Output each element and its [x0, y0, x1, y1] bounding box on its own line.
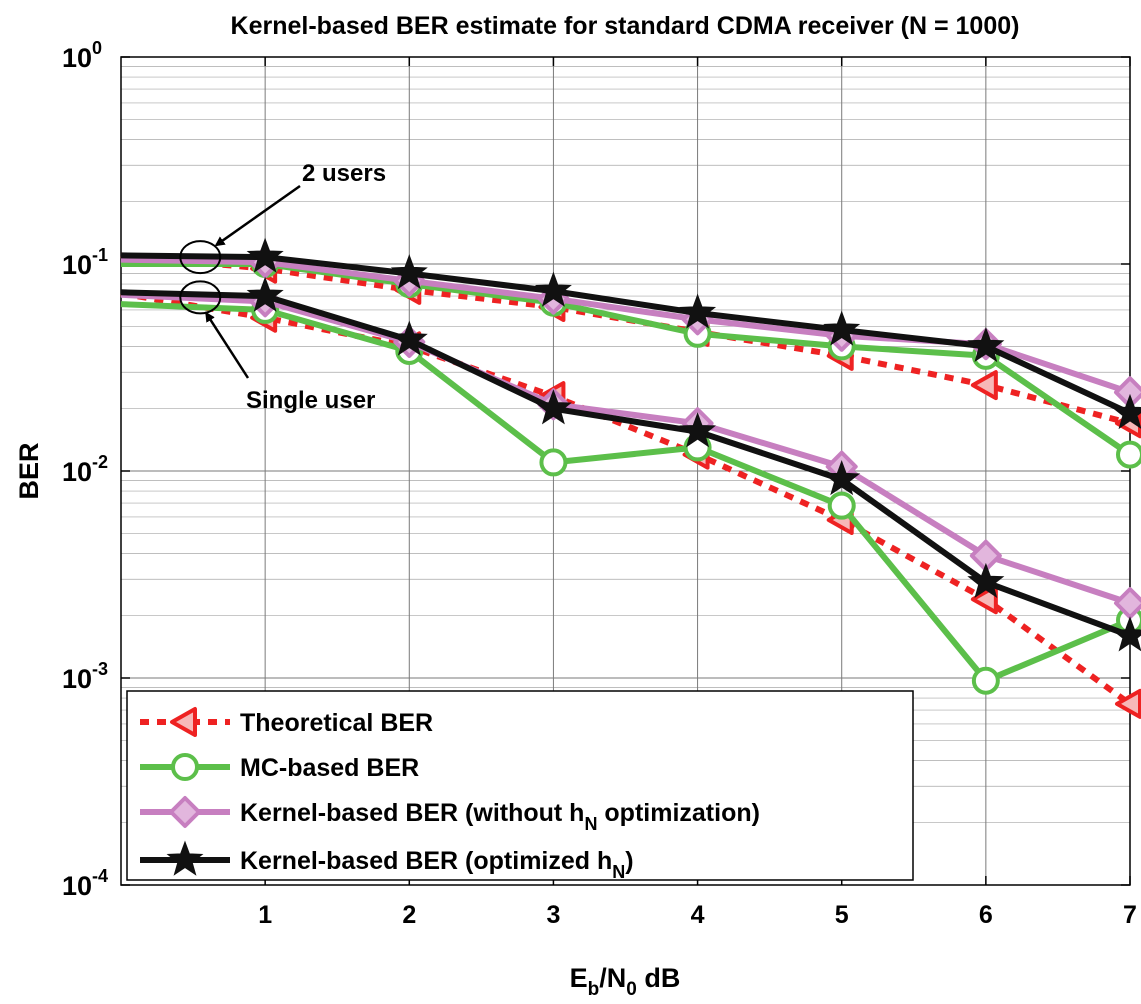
marker-star	[823, 460, 861, 496]
marker-circle	[971, 666, 1000, 695]
annotation-arrow-single-user	[205, 311, 250, 379]
y-tick-label: 100	[62, 38, 102, 73]
x-tick-label: 2	[402, 901, 416, 929]
marker-star	[679, 412, 717, 448]
legend-entry: Kernel-based BER (without hN optimizatio…	[140, 796, 760, 834]
y-tick-label: 10-2	[62, 452, 108, 487]
series-line	[120, 290, 1132, 707]
marker-star	[967, 562, 1005, 598]
x-axis-label: Eb/N0 dB	[570, 963, 681, 1000]
series-line	[120, 301, 1132, 684]
x-tick-label: 7	[1123, 901, 1137, 929]
x-tick-label: 1	[258, 901, 272, 929]
legend-label: Kernel-based BER (optimized hN)	[240, 847, 634, 882]
marker-circle	[827, 491, 856, 520]
annotation-single-user: Single user	[246, 387, 375, 414]
annotation-arrow-2-users	[214, 184, 301, 247]
y-tick-label: 10-4	[62, 866, 108, 901]
marker-star	[1111, 393, 1141, 430]
marker-star	[390, 254, 428, 290]
series-line	[120, 289, 1132, 639]
marker-triangle-left	[170, 707, 197, 737]
marker-star	[166, 840, 204, 876]
marker-star	[246, 276, 284, 312]
legend-label: MC-based BER	[240, 754, 419, 782]
axis-ticks: 1 2 3 4 5 6 7 100 10-1 10-2 10-3 10-4	[62, 38, 1137, 929]
x-tick-label: 3	[546, 901, 560, 929]
annotation-2-users: 2 users	[302, 160, 386, 187]
legend: Theoretical BER MC-based BER Kernel-based …	[126, 690, 914, 882]
legend-box	[126, 690, 914, 881]
x-tick-label: 6	[979, 901, 993, 929]
y-tick-label: 10-1	[62, 245, 108, 280]
x-tick-label: 4	[691, 901, 705, 929]
legend-label: Theoretical BER	[240, 709, 433, 737]
marker-star	[679, 293, 717, 329]
marker-triangle-left	[1115, 688, 1141, 719]
marker-star	[823, 310, 861, 346]
marker-star	[390, 320, 428, 356]
annotations: 2 users Single user	[179, 160, 386, 414]
y-axis-label: BER	[14, 442, 44, 499]
legend-entry: Theoretical BER	[140, 707, 433, 737]
marker-star	[967, 326, 1005, 363]
marker-triangle-left	[970, 370, 998, 401]
marker-diamond	[169, 796, 201, 828]
series-line	[120, 252, 1132, 417]
legend-entry: MC-based BER	[140, 753, 419, 782]
marker-circle	[1116, 440, 1141, 469]
series-2-users	[120, 237, 1141, 430]
marker-circle	[171, 753, 199, 781]
marker-star	[534, 389, 572, 425]
marker-star	[246, 237, 284, 273]
marker-circle	[539, 448, 568, 477]
annotation-ellipse-single-user	[179, 280, 222, 315]
legend-label: Kernel-based BER (without hN optimizatio…	[240, 799, 760, 834]
series-single-user	[120, 276, 1141, 652]
y-tick-label: 10-3	[62, 659, 108, 694]
x-tick-label: 5	[835, 901, 849, 929]
series	[120, 237, 1141, 719]
legend-entry: Kernel-based BER (optimized hN)	[140, 840, 634, 882]
series-line	[120, 252, 1131, 427]
annotation-ellipse-2-users	[179, 240, 222, 275]
marker-star	[1111, 616, 1141, 652]
marker-star	[534, 271, 572, 307]
chart-title: Kernel-based BER estimate for standard C…	[231, 12, 1020, 40]
series-line	[120, 291, 1131, 606]
